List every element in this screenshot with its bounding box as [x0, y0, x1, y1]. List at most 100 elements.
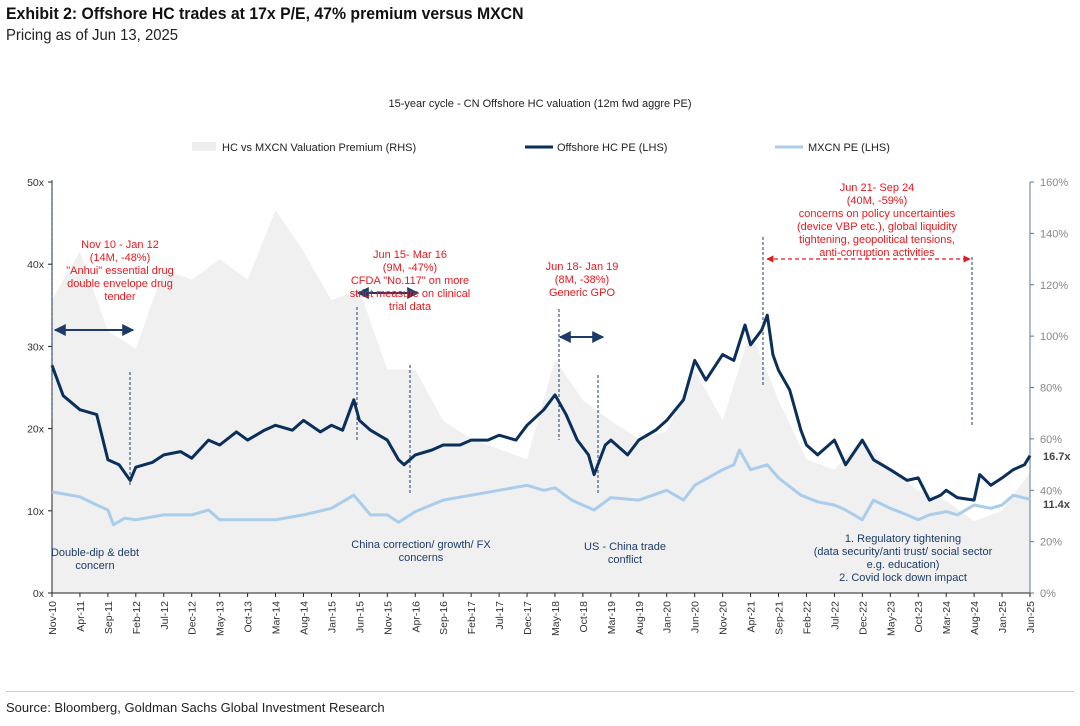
- y-left-tick-label: 10x: [27, 506, 45, 518]
- x-tick-label: Apr-16: [410, 601, 422, 633]
- y-left-tick-label: 50x: [27, 177, 45, 189]
- y-left-tick-label: 20x: [27, 424, 45, 436]
- x-tick-label: Aug-19: [634, 601, 646, 635]
- annotation-event-line: conflict: [608, 554, 642, 566]
- annotation-event-line: China correction/ growth/ FX: [351, 539, 491, 551]
- x-tick-label: Apr-21: [746, 601, 758, 633]
- annotation-drawdown-line: (14M, -48%): [90, 252, 151, 264]
- annotation-event-line: 1. Regulatory tightening: [845, 533, 961, 545]
- x-tick-label: Dec-17: [522, 601, 534, 635]
- x-tick-label: Jan-25: [997, 601, 1009, 633]
- annotation-event-line: Double-dip & debt: [51, 547, 139, 559]
- x-tick-label: Oct-23: [913, 601, 925, 633]
- mxcn-pe-line: [51, 448, 1031, 527]
- y-right-tick-label: 20%: [1040, 537, 1062, 549]
- annotation-drawdown-line: Jun 18- Jan 19: [546, 261, 619, 273]
- annotation-drawdown-line: Jun 15- Mar 16: [373, 249, 447, 261]
- end-label-mxcn: 11.4x: [1043, 499, 1071, 511]
- annotation-event-line: 2. Covid lock down impact: [839, 572, 967, 584]
- x-tick-label: Apr-11: [75, 601, 87, 632]
- x-tick-label: Aug-24: [969, 601, 981, 635]
- event-markers: [51, 180, 973, 495]
- annotation-drawdown: Nov 10 - Jan 12 (14M, -48%) "Anhui" essent…: [66, 239, 174, 303]
- x-tick-label: Jul-17: [494, 601, 506, 630]
- annotation-drawdown-line: (8M, -38%): [555, 274, 609, 286]
- annotation-drawdown-line: Jun 21- Sep 24: [840, 182, 915, 194]
- y-left-tick-label: 30x: [27, 341, 45, 353]
- y-right-tick-label: 160%: [1040, 177, 1068, 189]
- y-left-tick-label: 40x: [27, 259, 45, 271]
- x-tick-label: Nov-10: [47, 601, 59, 635]
- legend-label-hc: Offshore HC PE (LHS): [557, 142, 667, 154]
- x-tick-label: Jul-22: [829, 601, 841, 630]
- hc-pe-line: [50, 313, 1032, 502]
- footer-divider: [6, 691, 1074, 692]
- x-tick-label: May-23: [885, 601, 897, 636]
- annotation-drawdown-line: (40M, -59%): [847, 195, 908, 207]
- legend-swatch-premium: [192, 142, 216, 151]
- annotation-drawdown-line: tightening, geopolitical tensions,: [799, 234, 955, 246]
- annotation-drawdown-line: (device VBP etc.), global liquidity: [797, 221, 957, 233]
- annotation-drawdown-line: Generic GPO: [549, 287, 615, 299]
- x-tick-label: Jan-15: [326, 601, 338, 633]
- x-tick-label: Nov-15: [382, 601, 394, 635]
- y-left-tick-label: 0x: [33, 588, 45, 600]
- y-right-tick-label: 0%: [1040, 588, 1056, 600]
- annotation-event: China correction/ growth/ FX concerns: [351, 539, 491, 564]
- annotation-event-line: US - China trade: [584, 541, 666, 553]
- x-tick-label: Sep-16: [438, 601, 450, 635]
- x-tick-label: Oct-18: [578, 601, 590, 633]
- x-tick-label: Mar-24: [941, 601, 953, 634]
- source-note: Source: Bloomberg, Goldman Sachs Global …: [6, 700, 385, 715]
- y-right-tick-label: 60%: [1040, 434, 1062, 446]
- x-tick-label: Nov-20: [718, 601, 730, 635]
- x-tick-label: Feb-22: [801, 601, 813, 634]
- annotation-drawdown-line: concerns on policy uncertainties: [799, 208, 956, 220]
- annotation-drawdown: Jun 15- Mar 16 (9M, -47%) CFDA "No.117" on…: [350, 249, 470, 313]
- y-right-tick-label: 120%: [1040, 280, 1068, 292]
- x-tick-label: Mar-14: [271, 601, 283, 634]
- annotation-event: Double-dip & debt concern: [51, 547, 139, 572]
- x-tick-label: Sep-11: [103, 601, 115, 634]
- annotation-event-line: concern: [75, 560, 114, 572]
- annotation-drawdown-line: (9M, -47%): [383, 262, 437, 274]
- x-tick-label: Jan-20: [662, 601, 674, 633]
- annotation-event: 1. Regulatory tightening (data security/a…: [814, 533, 993, 584]
- annotation-event-line: e.g. education): [867, 559, 940, 571]
- annotation-event-line: (data security/anti trust/ social sector: [814, 546, 993, 558]
- annotation-event-line: concerns: [399, 552, 444, 564]
- legend: HC vs MXCN Valuation Premium (RHS) Offsh…: [192, 142, 890, 154]
- annotation-drawdown-line: tender: [104, 291, 136, 303]
- annotation-drawdown: Jun 18- Jan 19 (8M, -38%) Generic GPO: [546, 261, 619, 299]
- exhibit-title: Exhibit 2: Offshore HC trades at 17x P/E…: [6, 4, 524, 23]
- legend-label-mxcn: MXCN PE (LHS): [808, 142, 890, 154]
- annotation-drawdown-line: anti-corruption activities: [819, 247, 935, 259]
- annotation-drawdown-line: double envelope drug: [67, 278, 173, 290]
- x-tick-label: Feb-17: [466, 601, 478, 634]
- end-label-hc: 16.7x: [1043, 451, 1071, 463]
- annotation-drawdown: Jun 21- Sep 24 (40M, -59%) concerns on pol…: [797, 182, 957, 259]
- x-tick-label: Dec-12: [187, 601, 199, 635]
- exhibit-subtitle: Pricing as of Jun 13, 2025: [6, 27, 179, 44]
- x-tick-label: May-13: [215, 601, 227, 636]
- y-right-tick-label: 140%: [1040, 228, 1068, 240]
- annotation-drawdown-line: CFDA "No.117" on more: [351, 275, 469, 287]
- x-tick-label: May-18: [550, 601, 562, 636]
- y-right-tick-label: 40%: [1040, 485, 1062, 497]
- annotation-event: US - China trade conflict: [584, 541, 666, 566]
- annotation-drawdown-line: strict measure on clinical: [350, 288, 470, 300]
- annotation-drawdown-line: Nov 10 - Jan 12: [81, 239, 159, 251]
- chart-title: 15-year cycle - CN Offshore HC valuation…: [388, 98, 691, 110]
- annotation-drawdown-line: trial data: [389, 301, 432, 313]
- x-tick-label: Oct-13: [243, 601, 255, 633]
- x-tick-label: Jun-20: [690, 601, 702, 633]
- y-right-tick-label: 100%: [1040, 331, 1068, 343]
- x-tick-label: Jul-12: [159, 601, 171, 630]
- x-tick-label: Sep-21: [774, 601, 786, 635]
- premium-area: [52, 210, 1030, 593]
- x-tick-label: Mar-19: [606, 601, 618, 634]
- y-right-tick-label: 80%: [1040, 383, 1062, 395]
- legend-label-premium: HC vs MXCN Valuation Premium (RHS): [222, 142, 416, 154]
- x-tick-label: Dec-22: [857, 601, 869, 635]
